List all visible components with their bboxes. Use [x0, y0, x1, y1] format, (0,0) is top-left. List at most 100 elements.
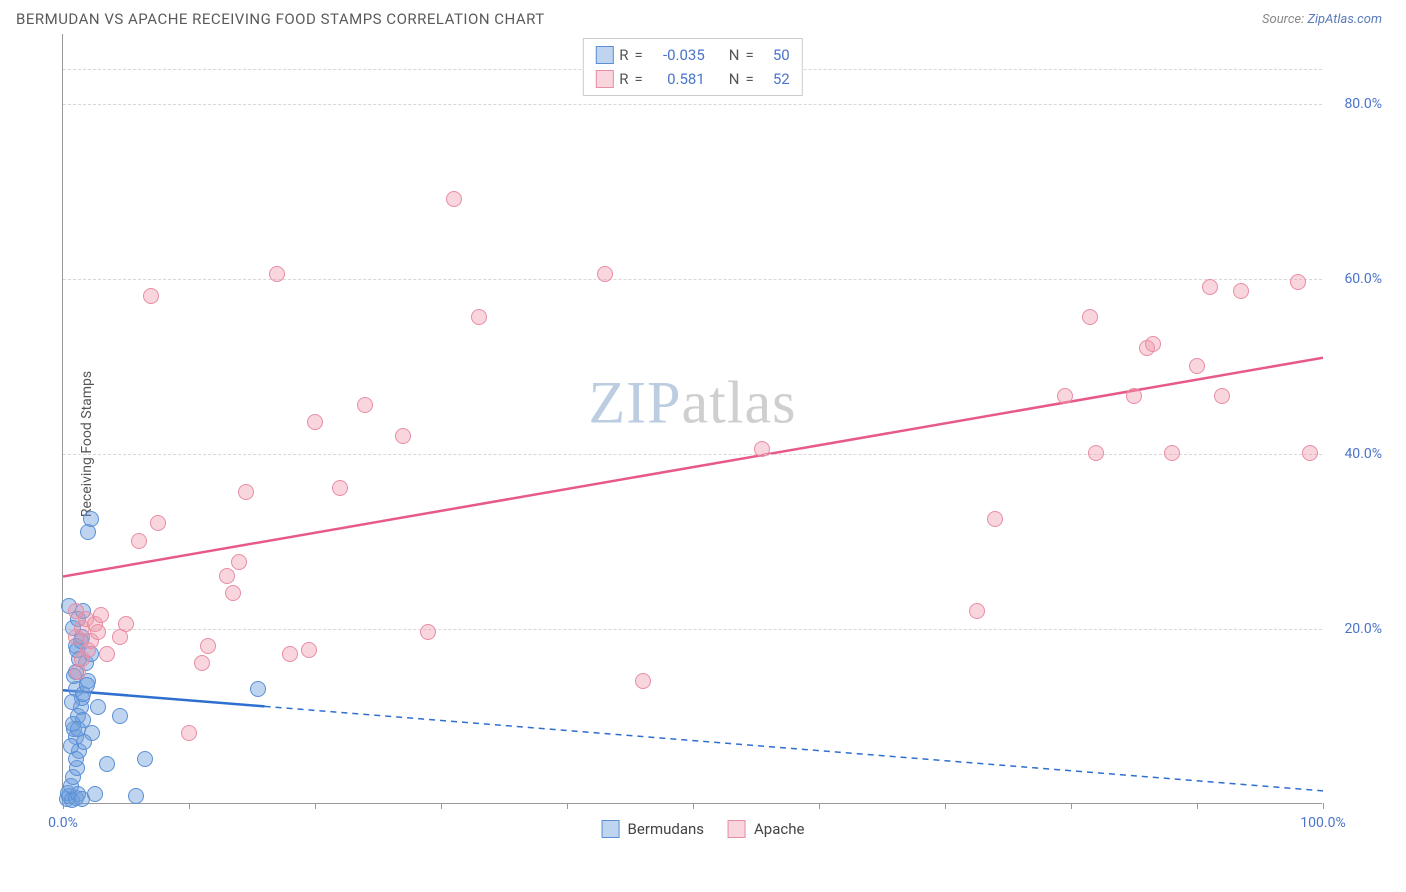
x-tick — [189, 803, 190, 809]
legend-eq: = — [635, 43, 643, 67]
scatter-point — [70, 721, 86, 737]
scatter-point — [597, 266, 613, 282]
scatter-point — [112, 708, 128, 724]
scatter-point — [225, 585, 241, 601]
scatter-point — [99, 646, 115, 662]
scatter-point — [282, 646, 298, 662]
scatter-point — [1126, 388, 1142, 404]
chart-header: BERMUDAN VS APACHE RECEIVING FOOD STAMPS… — [0, 0, 1406, 34]
scatter-point — [118, 616, 134, 632]
scatter-point — [99, 756, 115, 772]
legend-r-label: R — [619, 43, 628, 67]
x-tick — [567, 803, 568, 809]
legend-n-label: N — [729, 43, 740, 67]
scatter-point — [194, 655, 210, 671]
legend-n-value: 50 — [760, 43, 790, 67]
scatter-point — [238, 484, 254, 500]
scatter-point — [1164, 445, 1180, 461]
series-legend: Bermudans Apache — [602, 820, 805, 838]
scatter-point — [395, 428, 411, 444]
correlation-legend: R=-0.035N=50R=0.581N=52 — [582, 38, 802, 96]
x-tick-label: 0.0% — [48, 815, 78, 831]
scatter-point — [68, 603, 84, 619]
series-legend-item: Apache — [728, 820, 804, 838]
y-tick-label: 40.0% — [1327, 446, 1382, 462]
scatter-point — [1214, 388, 1230, 404]
scatter-point — [87, 786, 103, 802]
x-tick — [1323, 803, 1324, 809]
scatter-point — [93, 607, 109, 623]
legend-eq: = — [745, 43, 753, 67]
scatter-point — [635, 673, 651, 689]
scatter-point — [357, 397, 373, 413]
legend-swatch — [595, 46, 613, 64]
scatter-point — [150, 515, 166, 531]
watermark-atlas: atlas — [682, 370, 797, 436]
legend-swatch — [595, 70, 613, 88]
series-legend-label: Apache — [754, 820, 804, 838]
scatter-point — [269, 266, 285, 282]
scatter-point — [1189, 358, 1205, 374]
legend-eq: = — [745, 67, 753, 91]
scatter-point — [1057, 388, 1073, 404]
scatter-point — [131, 533, 147, 549]
scatter-point — [83, 511, 99, 527]
legend-n-label: N — [729, 67, 740, 91]
scatter-point — [74, 651, 90, 667]
scatter-point — [1082, 309, 1098, 325]
scatter-point — [231, 554, 247, 570]
scatter-point — [128, 788, 144, 804]
x-tick — [441, 803, 442, 809]
chart-area: Receiving Food Stamps ZIPatlas R=-0.035N… — [16, 34, 1390, 854]
legend-r-value: -0.035 — [649, 43, 705, 67]
legend-row: R=-0.035N=50 — [595, 43, 789, 67]
chart-title: BERMUDAN VS APACHE RECEIVING FOOD STAMPS… — [16, 10, 545, 28]
source-credit: Source: ZipAtlas.com — [1262, 12, 1382, 27]
scatter-point — [332, 480, 348, 496]
scatter-point — [1145, 336, 1161, 352]
gridline-h — [63, 104, 1322, 105]
scatter-point — [219, 568, 235, 584]
scatter-point — [420, 624, 436, 640]
scatter-point — [181, 725, 197, 741]
y-tick-label: 60.0% — [1327, 271, 1382, 287]
x-tick — [1071, 803, 1072, 809]
scatter-point — [987, 511, 1003, 527]
scatter-point — [250, 681, 266, 697]
legend-r-label: R — [619, 67, 628, 91]
scatter-point — [1290, 274, 1306, 290]
scatter-point — [471, 309, 487, 325]
legend-swatch — [602, 820, 620, 838]
scatter-point — [1202, 279, 1218, 295]
legend-swatch — [728, 820, 746, 838]
x-tick — [315, 803, 316, 809]
scatter-point — [1088, 445, 1104, 461]
legend-n-value: 52 — [760, 67, 790, 91]
watermark: ZIPatlas — [589, 369, 797, 438]
x-tick — [693, 803, 694, 809]
y-tick-label: 80.0% — [1327, 96, 1382, 112]
legend-row: R=0.581N=52 — [595, 67, 789, 91]
x-tick — [819, 803, 820, 809]
gridline-h — [63, 454, 1322, 455]
y-tick-label: 20.0% — [1327, 621, 1382, 637]
scatter-point — [1302, 445, 1318, 461]
source-link[interactable]: ZipAtlas.com — [1307, 12, 1382, 27]
series-legend-item: Bermudans — [602, 820, 704, 838]
scatter-point — [307, 414, 323, 430]
watermark-zip: ZIP — [589, 370, 682, 436]
gridline-h — [63, 279, 1322, 280]
scatter-point — [79, 677, 95, 693]
scatter-point — [143, 288, 159, 304]
series-legend-label: Bermudans — [628, 820, 704, 838]
scatter-point — [200, 638, 216, 654]
x-tick — [1197, 803, 1198, 809]
scatter-point — [137, 751, 153, 767]
scatter-point — [969, 603, 985, 619]
legend-r-value: 0.581 — [649, 67, 705, 91]
scatter-point — [90, 624, 106, 640]
x-tick-label: 100.0% — [1300, 815, 1345, 831]
scatter-point — [1233, 283, 1249, 299]
trend-line-dashed — [265, 706, 1323, 791]
source-prefix: Source: — [1262, 12, 1307, 27]
